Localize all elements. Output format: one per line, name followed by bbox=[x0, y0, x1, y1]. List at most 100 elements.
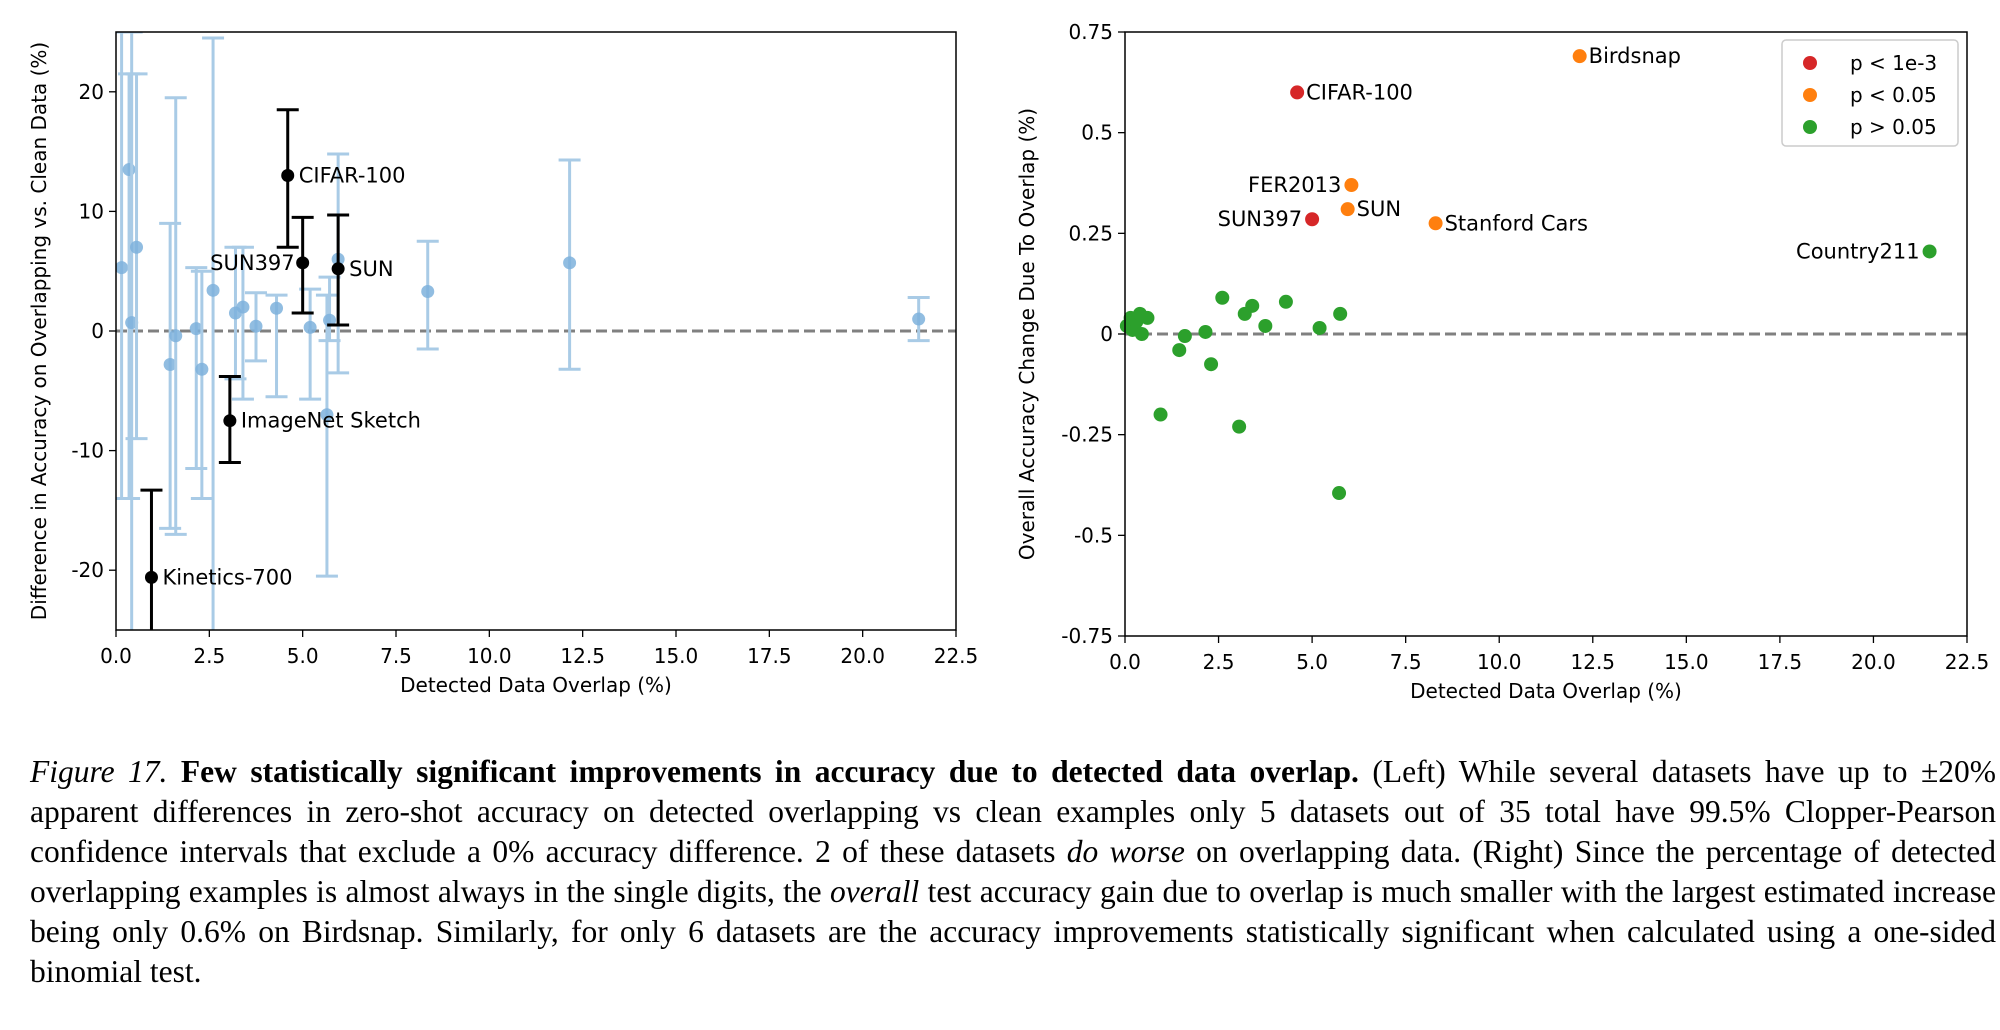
caption-body-2: on overlapping data. (Right) Since the p… bbox=[30, 834, 1996, 909]
data-point bbox=[912, 312, 926, 326]
data-point bbox=[1245, 298, 1260, 313]
data-point bbox=[116, 261, 129, 275]
data-point bbox=[323, 313, 337, 327]
significant-point-label: SUN bbox=[349, 257, 393, 281]
y-tick-label: -0.5 bbox=[1074, 523, 1113, 547]
legend-label: p < 1e-3 bbox=[1850, 51, 1937, 75]
data-point bbox=[163, 357, 177, 371]
data-point bbox=[249, 319, 263, 333]
x-tick-label: 2.5 bbox=[193, 644, 225, 668]
x-tick-label: 10.0 bbox=[1477, 650, 1522, 674]
caption-figure-label: Figure 17. bbox=[30, 754, 168, 789]
labeled-data-point bbox=[1305, 212, 1320, 227]
x-tick-label: 15.0 bbox=[654, 644, 699, 668]
caption-emphasis-do-worse: do worse bbox=[1066, 834, 1185, 869]
data-point bbox=[125, 316, 139, 330]
significant-data-point bbox=[331, 262, 345, 276]
data-point bbox=[1140, 310, 1155, 325]
x-tick-label: 20.0 bbox=[1851, 650, 1896, 674]
x-tick-label: 7.5 bbox=[1390, 650, 1422, 674]
labeled-data-point bbox=[1290, 85, 1305, 100]
significant-data-point bbox=[223, 414, 237, 428]
legend-marker bbox=[1803, 88, 1817, 102]
data-point bbox=[303, 320, 317, 334]
point-label: CIFAR-100 bbox=[1306, 80, 1413, 104]
left-plot-area: CIFAR-100 SUN397 SUN ImageNet Sketch Kinetic… bbox=[116, 32, 956, 630]
legend-marker bbox=[1803, 56, 1817, 70]
right-scatter-chart: 0.0 2.5 5.0 7.5 10.0 12.5 15.0 17.5 20.0 22.5 -0.7… bbox=[1015, 20, 1989, 703]
data-point bbox=[122, 163, 136, 177]
labeled-data-point bbox=[1428, 216, 1443, 231]
error-bar bbox=[164, 96, 187, 536]
y-tick-label: 0.5 bbox=[1081, 121, 1113, 145]
x-tick-label: 17.5 bbox=[1758, 650, 1803, 674]
point-label: Stanford Cars bbox=[1445, 211, 1588, 235]
x-tick-label: 12.5 bbox=[1571, 650, 1616, 674]
error-bar bbox=[159, 221, 182, 530]
data-point bbox=[236, 300, 250, 314]
x-axis-label: Detected Data Overlap (%) bbox=[1410, 679, 1682, 703]
legend-frame bbox=[1781, 39, 1959, 147]
caption-emphasis-overall: overall bbox=[830, 874, 920, 909]
x-tick-label: 5.0 bbox=[287, 644, 319, 668]
data-point bbox=[189, 322, 203, 336]
left-plot-frame bbox=[115, 31, 957, 631]
x-tick-label: 0.0 bbox=[100, 644, 132, 668]
x-tick-label: 22.5 bbox=[934, 644, 979, 668]
x-tick-label: 17.5 bbox=[747, 644, 792, 668]
point-label: Country211 bbox=[1796, 239, 1920, 263]
caption-body-1: (Left) While several datasets have up to… bbox=[30, 754, 1996, 869]
labeled-data-point bbox=[1572, 49, 1587, 64]
data-point bbox=[563, 256, 577, 270]
labeled-data-point bbox=[1340, 202, 1355, 217]
data-point bbox=[1332, 486, 1347, 501]
y-tick-label: 0.75 bbox=[1068, 20, 1113, 44]
figure-caption: Figure 17. Few statistically significant… bbox=[30, 752, 1996, 992]
figure: 0.0 2.5 5.0 7.5 10.0 12.5 15.0 17.5 20.0 22.5 -20 -… bbox=[27, 20, 1989, 703]
data-point bbox=[1258, 318, 1273, 333]
data-point bbox=[1172, 343, 1187, 358]
x-axis-label: Detected Data Overlap (%) bbox=[400, 673, 672, 697]
legend-label: p > 0.05 bbox=[1850, 115, 1937, 139]
data-point bbox=[421, 285, 435, 299]
legend-label: p < 0.05 bbox=[1850, 83, 1937, 107]
right-plot-frame bbox=[1124, 31, 1968, 637]
significant-point-label: CIFAR-100 bbox=[299, 164, 406, 188]
x-tick-label: 10.0 bbox=[467, 644, 512, 668]
data-point bbox=[1204, 357, 1219, 372]
data-point bbox=[1215, 290, 1230, 305]
data-point bbox=[130, 240, 144, 254]
error-bar bbox=[315, 293, 338, 578]
data-point bbox=[169, 329, 183, 343]
caption-text: Figure 17. Few statistically significant… bbox=[30, 752, 1996, 992]
labeled-data-point bbox=[1922, 244, 1937, 259]
labeled-data-point bbox=[1344, 178, 1359, 193]
y-axis-label: Overall Accuracy Change Due To Overlap (… bbox=[1015, 108, 1039, 560]
x-tick-label: 5.0 bbox=[1296, 650, 1328, 674]
point-label: Birdsnap bbox=[1589, 44, 1681, 68]
significant-data-point bbox=[281, 169, 295, 183]
error-bar bbox=[190, 269, 213, 500]
point-label: SUN397 bbox=[1218, 207, 1303, 231]
y-tick-label: -20 bbox=[71, 558, 104, 582]
data-point bbox=[1134, 327, 1149, 341]
legend: p < 1e-3 p < 0.05 p > 0.05 bbox=[1781, 39, 1959, 147]
data-point bbox=[1232, 419, 1247, 434]
y-tick-label: 0.25 bbox=[1068, 221, 1113, 245]
legend-marker bbox=[1803, 120, 1817, 134]
data-point bbox=[320, 408, 334, 422]
error-bar bbox=[125, 72, 148, 441]
data-point bbox=[270, 301, 284, 315]
data-point bbox=[1198, 324, 1213, 339]
x-tick-label: 2.5 bbox=[1203, 650, 1235, 674]
x-tick-label: 0.0 bbox=[1109, 650, 1141, 674]
data-point bbox=[1333, 306, 1348, 321]
error-bar bbox=[231, 245, 254, 401]
y-tick-label: -0.25 bbox=[1061, 423, 1113, 447]
y-tick-label: 0 bbox=[91, 319, 104, 343]
point-label: SUN bbox=[1357, 197, 1401, 221]
left-errorbar-chart: 0.0 2.5 5.0 7.5 10.0 12.5 15.0 17.5 20.0 22.5 -20 -… bbox=[27, 31, 979, 697]
error-bar bbox=[202, 36, 225, 630]
error-bar bbox=[120, 32, 143, 630]
data-point bbox=[1177, 329, 1192, 344]
